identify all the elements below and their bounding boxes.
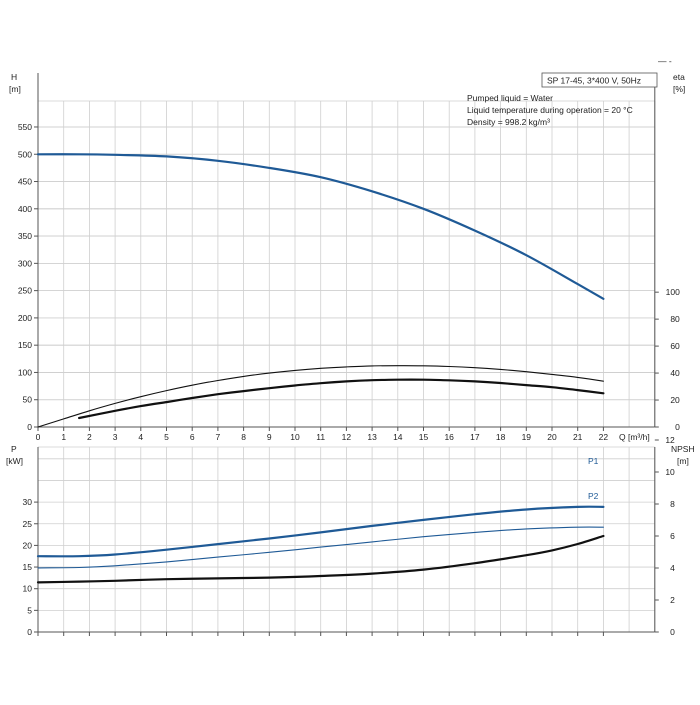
q-tick-label: 21 [573,432,583,442]
q-tick-label: 0 [36,432,41,442]
q-tick-label: 17 [470,432,480,442]
npsh-axis-unit: [m] [677,456,689,466]
npsh-curve [36,534,605,584]
head-axis-label: H [11,72,17,82]
power-tick-label: 20 [23,540,33,550]
q-tick-label: 5 [164,432,169,442]
pump-title: SP 17-45, 3*400 V, 50Hz [547,76,641,86]
q-tick-label: 18 [496,432,506,442]
q-tick-label: 12 [342,432,352,442]
npsh-tick-label: 12 [665,435,675,445]
eta-tick-label: 40 [670,368,680,378]
q-tick-label: 11 [316,432,325,442]
head-curve [36,153,605,300]
efficiency-curve-thin [37,365,604,428]
q-tick-label: 19 [522,432,532,442]
q-tick-label: 20 [547,432,557,442]
power-tick-label: 5 [27,605,32,615]
q-tick-label: 6 [190,432,195,442]
q-tick-label: 10 [290,432,300,442]
q-tick-label: 13 [367,432,377,442]
q-tick-label: 3 [113,432,118,442]
power-tick-label: 25 [23,519,33,529]
eta-tick-label: 100 [666,287,680,297]
efficiency-curve-bold [78,378,605,420]
pump-title-box: SP 17-45, 3*400 V, 50Hz [541,72,658,88]
q-tick-label: 15 [419,432,429,442]
info-liquid: Pumped liquid = Water [467,93,553,103]
head-tick-label: 150 [18,340,32,350]
npsh-tick-label: 0 [670,627,675,637]
npsh-tick-label: 8 [670,499,675,509]
q-tick-label: 7 [216,432,221,442]
power-axis-unit: [kW] [6,456,23,466]
npsh-tick-label: 6 [670,531,675,541]
series-label-p2: P2 [588,491,599,501]
npsh-tick-label: 2 [670,595,675,605]
q-tick-label: 9 [267,432,272,442]
info-temperature: Liquid temperature during operation = 20… [467,105,633,115]
head-tick-label: 200 [18,313,32,323]
eta-axis-unit: [%] [673,84,685,94]
q-tick-label: 16 [444,432,454,442]
npsh-axis-label: NPSH [671,444,695,454]
head-tick-label: 350 [18,231,32,241]
head-tick-label: 550 [18,122,32,132]
q-tick-label: 1 [61,432,66,442]
info-density: Density = 998.2 kg/m³ [467,117,550,127]
eta-tick-label: 20 [670,395,680,405]
power-p1-curve [36,505,605,558]
head-tick-label: 450 [18,177,32,187]
eta-tick-label: 60 [670,341,680,351]
power-p2-curve [37,526,604,569]
head-tick-label: 50 [23,395,33,405]
eta-axis-label: eta [673,72,685,82]
power-axis-label: P [11,444,17,454]
corner-marks: — - [658,56,672,66]
head-tick-label: 0 [27,422,32,432]
q-tick-label: 14 [393,432,403,442]
q-tick-label: 22 [599,432,609,442]
npsh-tick-label: 10 [665,467,675,477]
head-tick-label: 300 [18,258,32,268]
q-tick-label: 4 [138,432,143,442]
series-label-p1: P1 [588,456,599,466]
head-tick-label: 500 [18,149,32,159]
pump-title-box-frame [541,72,658,88]
q-tick-label: 8 [241,432,246,442]
eta-tick-label: 0 [675,422,680,432]
head-tick-label: 100 [18,367,32,377]
head-tick-label: 250 [18,286,32,296]
head-axis-unit: [m] [9,84,21,94]
power-tick-label: 0 [27,627,32,637]
power-tick-label: 10 [23,584,33,594]
q-tick-label: 2 [87,432,92,442]
power-tick-label: 15 [23,562,33,572]
eta-tick-label: 80 [670,314,680,324]
head-tick-label: 400 [18,204,32,214]
npsh-tick-label: 4 [670,563,675,573]
power-tick-label: 30 [23,497,33,507]
q-axis-label: Q [m³/h] [619,432,650,442]
